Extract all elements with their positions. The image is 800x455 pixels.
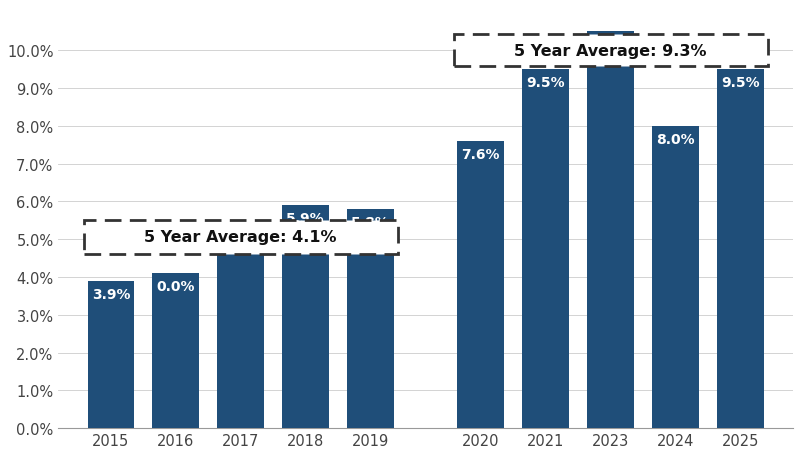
Text: 3.9%: 3.9% (92, 288, 130, 301)
Bar (522, 70, 569, 428)
Bar (458, 142, 504, 428)
Text: 7.6%: 7.6% (462, 148, 500, 162)
Text: 5.8%: 5.8% (351, 216, 390, 230)
Bar (153, 273, 199, 428)
Bar (652, 126, 699, 428)
Bar (87, 281, 134, 428)
Bar (717, 70, 764, 428)
Text: 9.5%: 9.5% (721, 76, 760, 90)
Bar (84, 220, 398, 254)
Bar (587, 0, 634, 428)
Text: 8.0%: 8.0% (656, 133, 695, 147)
Text: 5 Year Average: 9.3%: 5 Year Average: 9.3% (514, 44, 707, 59)
Text: 0.0%: 0.0% (157, 280, 195, 294)
Text: 11.4%: 11.4% (586, 5, 635, 19)
Text: 5 Year Average: 4.1%: 5 Year Average: 4.1% (145, 230, 337, 244)
Bar (454, 35, 768, 67)
Bar (282, 206, 329, 428)
Text: 9.5%: 9.5% (526, 76, 565, 90)
Bar (218, 236, 264, 428)
Text: 5.9%: 5.9% (286, 212, 325, 226)
Bar (347, 209, 394, 428)
Text: 5.1%: 5.1% (222, 242, 260, 256)
